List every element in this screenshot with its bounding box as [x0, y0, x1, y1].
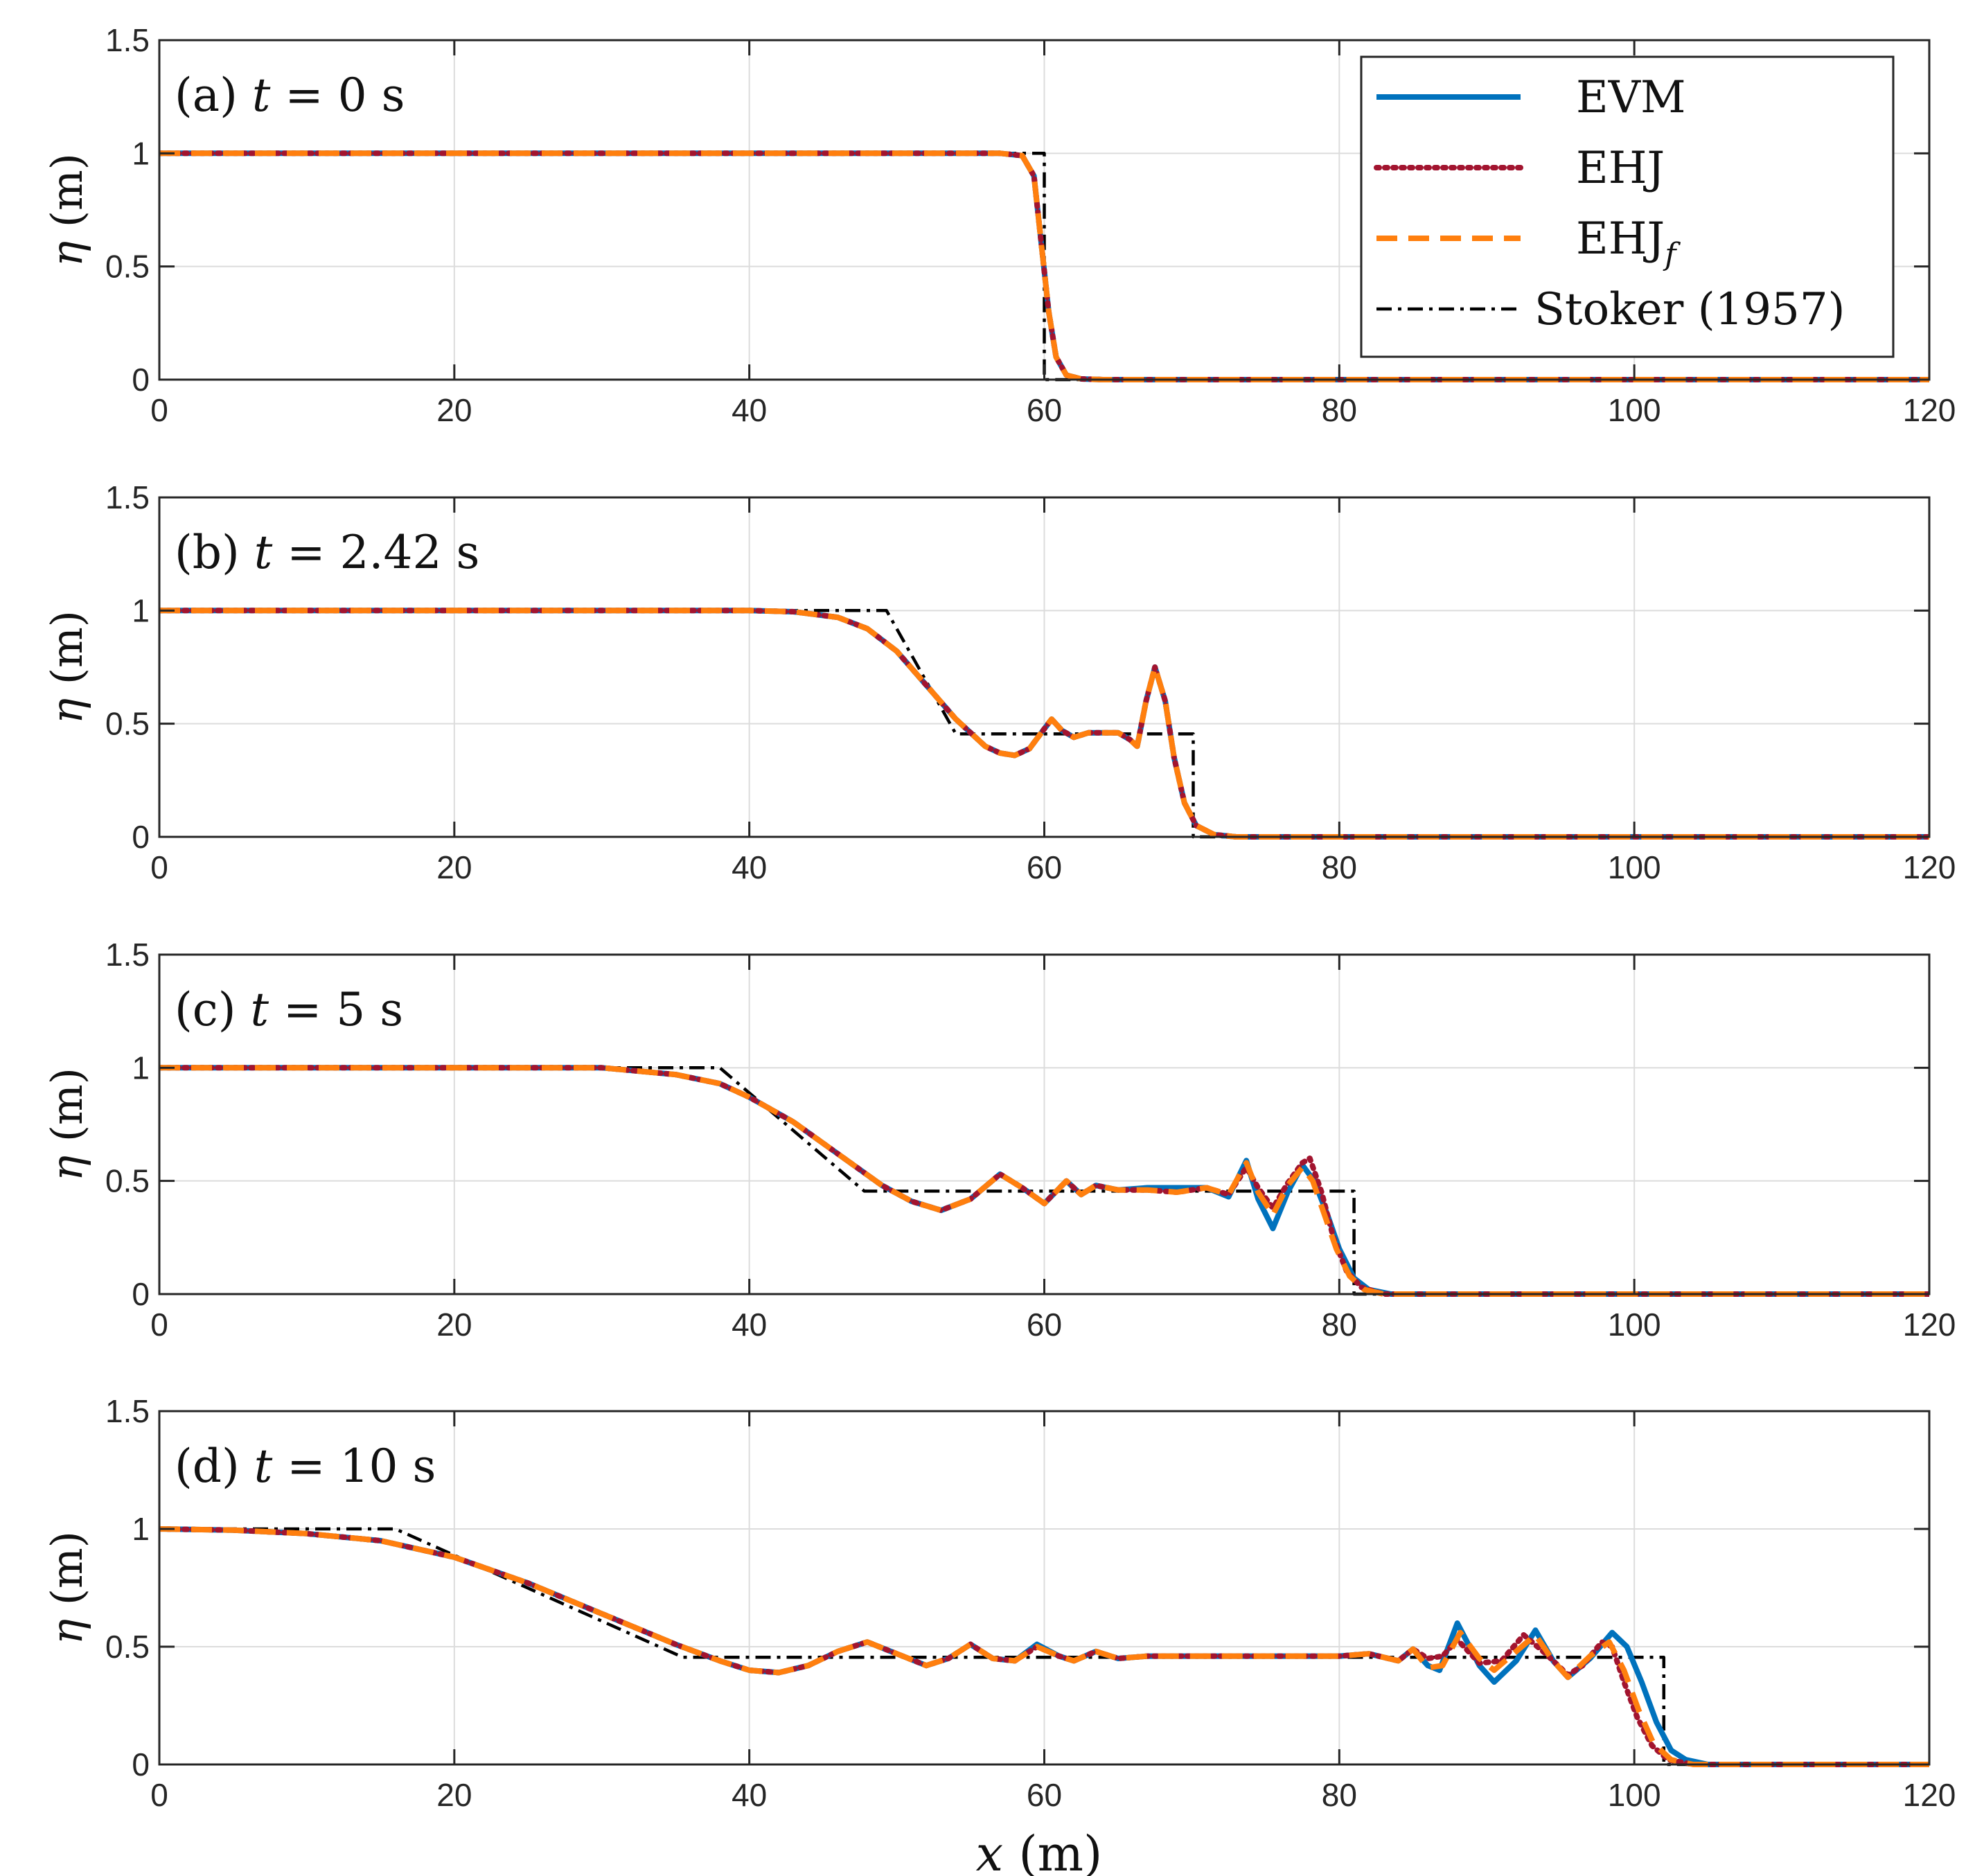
y-axis-label-unit: (m) [42, 153, 92, 241]
legend-label-text: Stoker (1957) [1534, 284, 1845, 335]
legend-box [1360, 55, 1895, 358]
y-tick-label: 0 [132, 362, 150, 398]
x-tick-label: 100 [1608, 1307, 1661, 1343]
series-ehj-line [159, 1065, 1929, 1297]
x-tick-label: 120 [1903, 1777, 1956, 1813]
panel-label-eq: = 10 s [272, 1440, 436, 1493]
panel-label: (d) t = 10 s [175, 1440, 436, 1493]
x-tick-label: 20 [436, 1307, 472, 1343]
x-tick-label: 100 [1608, 1777, 1661, 1813]
y-tick-label: 1.5 [105, 22, 150, 58]
legend-label-stoker: Stoker (1957) [1534, 284, 1845, 335]
y-axis-label-var: η [42, 698, 92, 724]
panel-label: (c) t = 5 s [175, 983, 403, 1036]
x-tick-label: 100 [1608, 849, 1661, 885]
y-tick-label: 0 [132, 1276, 150, 1312]
x-tick-label: 0 [150, 1777, 168, 1813]
y-tick-label: 0.5 [105, 1163, 150, 1199]
x-tick-label: 80 [1322, 392, 1357, 428]
x-tick-label: 40 [732, 1307, 767, 1343]
series-ehjf-line [159, 150, 1929, 382]
panel-label-var: t [250, 983, 269, 1036]
x-tick-label: 80 [1322, 1307, 1357, 1343]
y-axis-label: η (m) [42, 1531, 92, 1645]
y-tick-label: 1.5 [105, 1393, 150, 1429]
panel-label-eq: = 2.42 s [272, 526, 479, 579]
x-tick-label: 100 [1608, 392, 1661, 428]
x-tick-label: 60 [1027, 1307, 1062, 1343]
x-tick-label: 20 [436, 849, 472, 885]
series-ehjf-line [159, 1526, 1929, 1767]
y-tick-label: 1 [132, 1511, 150, 1547]
x-tick-label: 0 [150, 392, 168, 428]
y-axis-label-unit: (m) [42, 1068, 92, 1156]
x-tick-label: 20 [436, 1777, 472, 1813]
legend-label-text: EVM [1576, 72, 1685, 123]
y-axis-label-var: η [42, 1156, 92, 1181]
y-tick-label: 0.5 [105, 1629, 150, 1665]
panel-label-var: t [254, 1440, 273, 1493]
legend-label-ehjf: EHJf [1576, 213, 1681, 272]
panel-label-prefix: (b) [175, 526, 254, 579]
legend-label-ehj: EHJ [1576, 143, 1665, 194]
y-tick-label: 1.5 [105, 479, 150, 515]
x-tick-label: 0 [150, 1307, 168, 1343]
legend-label-text: EHJ [1576, 213, 1665, 265]
legend-label-evm: EVM [1576, 72, 1685, 123]
panel-label-eq: = 5 s [269, 983, 403, 1036]
x-tick-label: 60 [1027, 1777, 1062, 1813]
x-axis-label-var: x [976, 1825, 1003, 1876]
series-ehjf-line [159, 1065, 1929, 1297]
series-ehjf-line [159, 608, 1929, 840]
x-tick-label: 40 [732, 392, 767, 428]
x-tick-label: 60 [1027, 849, 1062, 885]
x-tick-label: 80 [1322, 1777, 1357, 1813]
panel-label-var: t [254, 526, 273, 579]
panel-label-prefix: (a) [175, 69, 252, 122]
y-tick-label: 1.5 [105, 937, 150, 973]
panel-label-prefix: (c) [175, 983, 250, 1036]
series-group [159, 1526, 1929, 1767]
x-tick-label: 80 [1322, 849, 1357, 885]
panel-c: 0 20 40 60 80 100 120 0 0.5 1 1.5 η (m) (c) t = 5 s [42, 937, 1956, 1343]
y-tick-label: 1 [132, 592, 150, 628]
x-tick-label: 60 [1027, 392, 1062, 428]
y-axis-label: η (m) [42, 610, 92, 724]
panel-label: (a) t = 0 s [175, 69, 405, 122]
y-tick-label: 0 [132, 819, 150, 855]
x-tick-label: 20 [436, 392, 472, 428]
panel-label: (b) t = 2.42 s [175, 526, 479, 579]
y-tick-label: 0.5 [105, 249, 150, 285]
panel-label-prefix: (d) [175, 1440, 254, 1493]
x-axis-label: x (m) [976, 1825, 1103, 1876]
x-tick-label: 40 [732, 1777, 767, 1813]
legend-label-text: EHJ [1576, 143, 1665, 194]
y-axis-label: η (m) [42, 153, 92, 267]
y-tick-label: 1 [132, 135, 150, 171]
panel-label-var: t [252, 69, 271, 122]
y-axis-label: η (m) [42, 1068, 92, 1181]
y-tick-label: 0 [132, 1746, 150, 1782]
x-tick-label: 40 [732, 849, 767, 885]
y-tick-label: 0.5 [105, 706, 150, 742]
x-tick-label: 120 [1903, 392, 1956, 428]
panel-d: 0 20 40 60 80 100 120 0 0.5 1 1.5 η (m) (d) t = 10 s [42, 1393, 1956, 1813]
x-tick-label: 120 [1903, 849, 1956, 885]
y-tick-label: 1 [132, 1050, 150, 1086]
y-axis-label-unit: (m) [42, 610, 92, 698]
x-axis-label-unit: (m) [1003, 1825, 1102, 1876]
x-tick-label: 120 [1903, 1307, 1956, 1343]
y-axis-label-var: η [42, 1619, 92, 1645]
y-axis-label-unit: (m) [42, 1531, 92, 1619]
x-tick-label: 0 [150, 849, 168, 885]
panel-b: 0 20 40 60 80 100 120 0 0.5 1 1.5 η (m) (b) t = 2.42… [42, 479, 1956, 885]
y-axis-label-var: η [42, 241, 92, 267]
panel-a: 0 20 40 60 80 100 120 0 0.5 1 1.5 η (m) (a) t = 0 s E… [42, 22, 1956, 428]
panel-label-eq: = 0 s [270, 69, 405, 122]
